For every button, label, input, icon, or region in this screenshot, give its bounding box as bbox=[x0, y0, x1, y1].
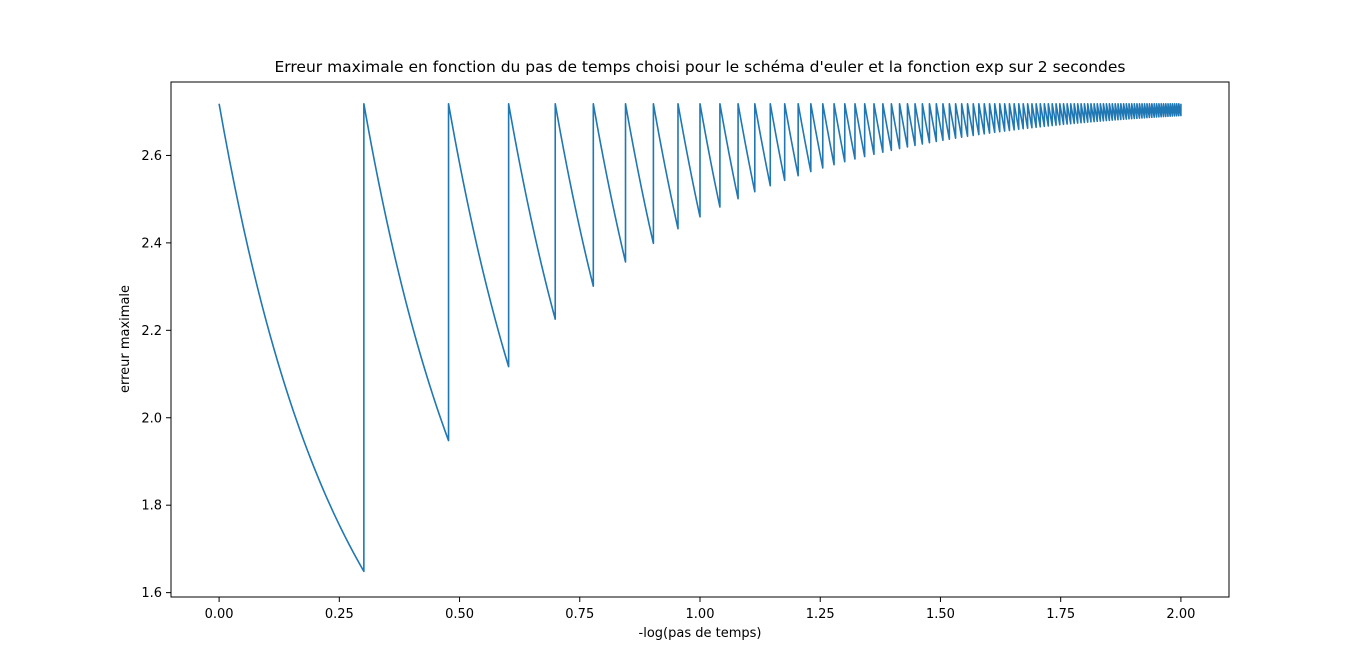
x-tick-label: 1.25 bbox=[806, 607, 835, 622]
x-tick-label: 0.25 bbox=[325, 607, 354, 622]
y-tick-label: 1.8 bbox=[141, 499, 162, 514]
x-axis-title: -log(pas de temps) bbox=[639, 626, 762, 641]
x-tick-label: 1.75 bbox=[1046, 607, 1075, 622]
x-tick-label: 1.50 bbox=[926, 607, 955, 622]
y-tick-label: 2.6 bbox=[141, 149, 162, 164]
x-axis-ticks: 0.00 0.25 0.50 0.75 1.00 1.25 1.50 1.75 2.00 bbox=[205, 597, 1195, 622]
x-tick-label: 0.75 bbox=[565, 607, 594, 622]
y-tick-label: 2.0 bbox=[141, 411, 162, 426]
x-tick-label: 1.00 bbox=[686, 607, 715, 622]
series-line bbox=[218, 102, 1182, 573]
plot-area bbox=[218, 102, 1182, 573]
y-axis-ticks: 1.6 1.8 2.0 2.2 2.4 2.6 bbox=[141, 149, 171, 601]
y-tick-label: 2.2 bbox=[141, 324, 162, 339]
x-tick-label: 0.00 bbox=[205, 607, 234, 622]
y-tick-label: 1.6 bbox=[141, 586, 162, 601]
x-tick-label: 2.00 bbox=[1166, 607, 1195, 622]
chart-title: Erreur maximale en fonction du pas de te… bbox=[274, 58, 1125, 76]
y-axis-title: erreur maximale bbox=[118, 285, 133, 393]
y-tick-label: 2.4 bbox=[141, 236, 162, 251]
x-tick-label: 0.50 bbox=[445, 607, 474, 622]
